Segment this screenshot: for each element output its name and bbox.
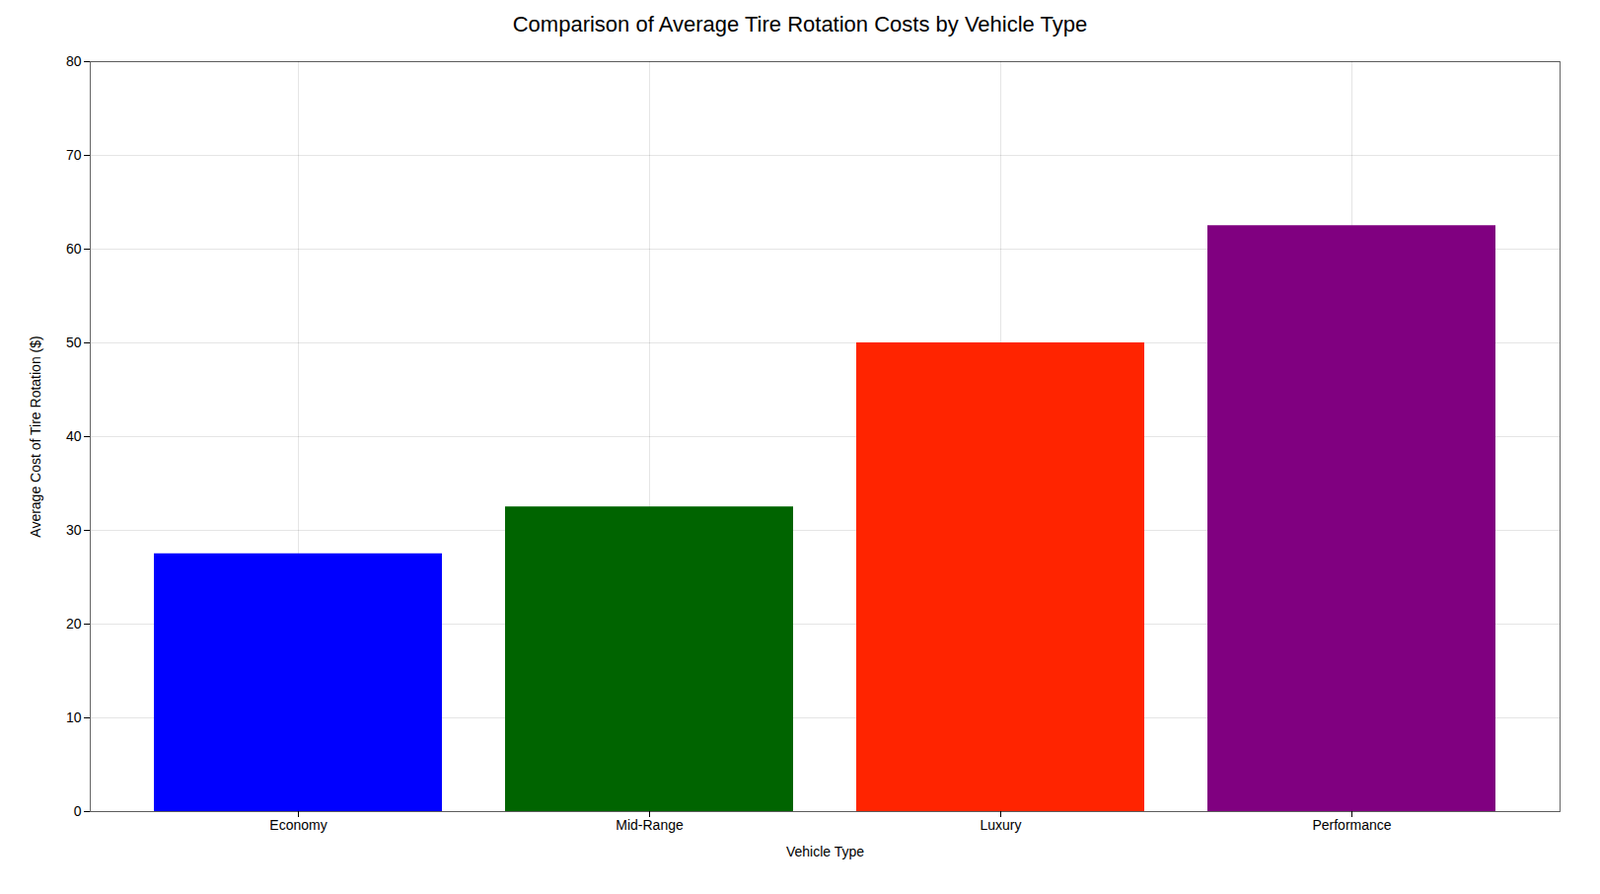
svg-text:Performance: Performance	[1311, 816, 1391, 833]
svg-text:Economy: Economy	[269, 816, 327, 833]
svg-text:60: 60	[66, 240, 82, 257]
svg-text:0: 0	[73, 802, 82, 819]
svg-text:70: 70	[66, 146, 82, 163]
svg-text:Mid-Range: Mid-Range	[615, 816, 684, 833]
svg-text:Vehicle Type: Vehicle Type	[786, 843, 865, 860]
svg-text:40: 40	[66, 428, 82, 444]
svg-text:10: 10	[66, 709, 82, 726]
svg-text:Luxury: Luxury	[979, 816, 1021, 833]
svg-text:20: 20	[66, 615, 82, 632]
svg-text:50: 50	[66, 334, 82, 351]
svg-text:80: 80	[66, 53, 82, 70]
svg-text:30: 30	[66, 521, 82, 538]
html-text:Comparison of Average Tire Rot: Comparison of Average Tire Rotation Cost…	[512, 11, 1088, 37]
svg-text:Average Cost of Tire Rotation: Average Cost of Tire Rotation ($)	[27, 335, 44, 537]
